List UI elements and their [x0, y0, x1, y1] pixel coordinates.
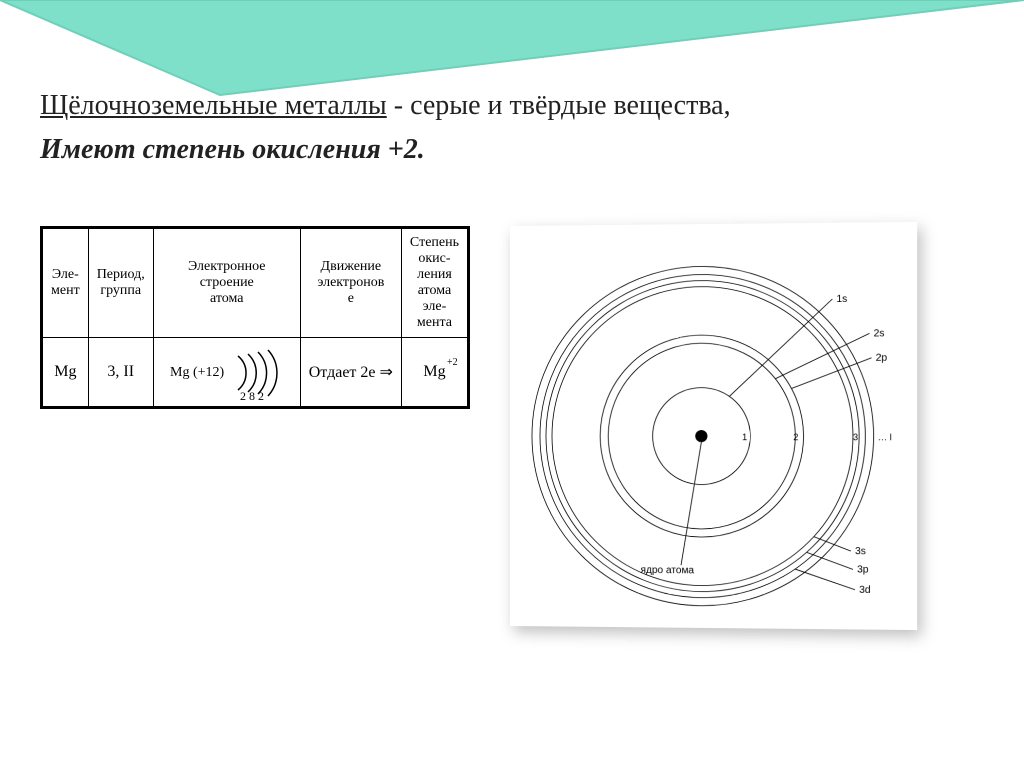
orbital-leader-line — [795, 569, 855, 590]
arc-3 — [258, 352, 267, 394]
shell-number-label: 1 — [742, 432, 747, 442]
table-header: Движениеэлектроновe — [300, 228, 401, 338]
arc-1 — [238, 356, 246, 390]
cell-movement: Отдает 2e ⇒ — [300, 338, 401, 408]
cell-config: Mg (+12) 2 8 2 — [153, 338, 300, 408]
arc-4 — [268, 350, 277, 396]
orbital-label: 1s — [836, 294, 847, 305]
atom-diagram-card: 1s 2s 2p 3s 3p 3d 1 2 3 … l ядро атома — [510, 222, 917, 630]
shell-number-label: 3 — [853, 432, 858, 442]
oxidation-base: Mg — [423, 363, 445, 380]
heading-line1: Щёлочноземельные металлы - серые и твёрд… — [40, 90, 984, 122]
heading-line2: Имеют степень окисления +2. — [40, 134, 984, 166]
cell-period-group: 3, II — [88, 338, 153, 408]
orbital-leader-line — [807, 552, 853, 569]
table-row: Mg 3, II Mg (+12) 2 8 2 — [42, 338, 469, 408]
arc-2 — [248, 354, 256, 392]
slide-content: Щёлочноземельные металлы - серые и твёрд… — [0, 0, 1024, 646]
heading-underlined: Щёлочноземельные металлы — [40, 90, 387, 121]
orbital-leader-line — [729, 299, 832, 396]
table-header: Период,группа — [88, 228, 153, 338]
table-header: Эле-мент — [42, 228, 89, 338]
orbital-leader-line — [775, 333, 869, 378]
config-label: Mg (+12) — [170, 365, 225, 380]
orbital-label: 2s — [874, 328, 885, 339]
dots-ellipsis: … l — [878, 432, 892, 442]
orbital-label: 3p — [857, 564, 869, 575]
properties-table: Эле-ментПериод,группаЭлектронноестроение… — [40, 226, 470, 409]
oxidation-sup: +2 — [447, 357, 458, 368]
table-header: Электронноестроениеатома — [153, 228, 300, 338]
heading-rest: - серые и твёрдые вещества, — [387, 90, 731, 121]
orbital-label: 2p — [876, 353, 888, 364]
orbital-label: 3s — [855, 546, 866, 557]
electron-config-diagram: Mg (+12) 2 8 2 — [166, 346, 296, 402]
cell-oxidation: Mg +2 — [401, 338, 468, 408]
nucleus-label: ядро атома — [641, 565, 695, 576]
cell-element: Mg — [42, 338, 89, 408]
nucleus-dot — [695, 430, 707, 442]
nucleus-leader-line — [681, 442, 701, 565]
atom-diagram: 1s 2s 2p 3s 3p 3d 1 2 3 … l ядро атома — [510, 222, 917, 630]
orbital-label: 3d — [859, 585, 870, 596]
table-header: Степеньокис-ленияатомаэле-мента — [401, 228, 468, 338]
orbital-leader-line — [792, 358, 872, 389]
config-sub: 2 8 2 — [240, 389, 264, 402]
shell-number-label: 2 — [793, 432, 798, 442]
